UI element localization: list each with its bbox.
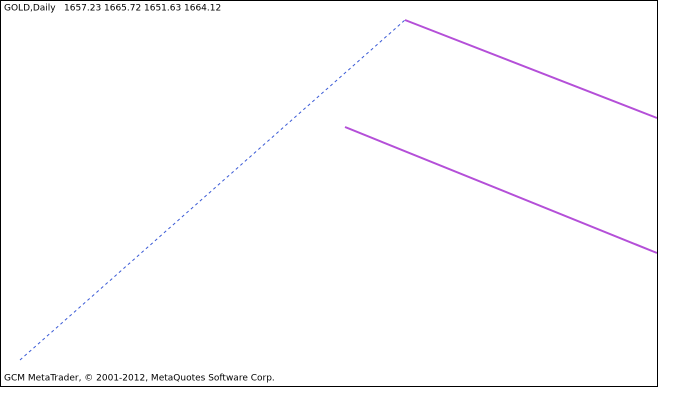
header-high: 1665.72 (104, 4, 141, 14)
chart-title: GOLD,Daily (4, 4, 56, 14)
channel-upper (404, 19, 658, 119)
header-open: 1657.23 (64, 4, 101, 14)
plot-frame (0, 0, 658, 387)
fib-trend-line (19, 19, 406, 361)
channel-lower (344, 126, 658, 254)
header-low: 1651.63 (144, 4, 181, 14)
header-close: 1664.12 (184, 4, 221, 14)
footer: GCM MetaTrader, © 2001-2012, MetaQuotes … (4, 374, 275, 384)
